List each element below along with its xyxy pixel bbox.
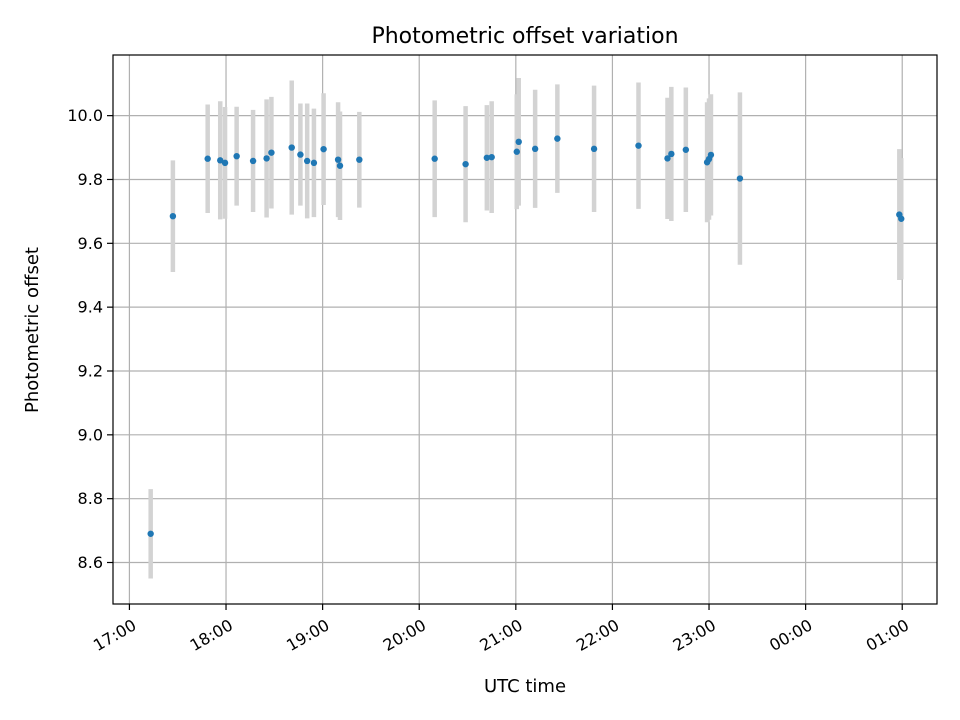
data-point bbox=[268, 149, 275, 156]
chart-title: Photometric offset variation bbox=[371, 24, 678, 49]
data-point bbox=[513, 148, 520, 155]
data-point bbox=[515, 138, 522, 146]
y-tick-label: 9.8 bbox=[78, 170, 103, 189]
data-point bbox=[531, 145, 539, 153]
plot-frame bbox=[112, 54, 938, 605]
data-point bbox=[682, 146, 690, 153]
data-point bbox=[147, 530, 154, 537]
data-point bbox=[263, 155, 270, 162]
y-tick-label: 9.2 bbox=[78, 361, 103, 380]
data-point bbox=[707, 151, 715, 159]
data-point bbox=[664, 155, 671, 162]
y-tick-label: 9.4 bbox=[78, 298, 103, 317]
data-point bbox=[288, 144, 295, 151]
data-point bbox=[668, 150, 675, 158]
data-point bbox=[334, 156, 342, 163]
data-point bbox=[483, 154, 491, 161]
data-point bbox=[462, 160, 469, 168]
data-point bbox=[204, 155, 211, 162]
data-point bbox=[635, 142, 642, 149]
data-point bbox=[297, 151, 304, 158]
data-point bbox=[590, 145, 598, 153]
data-points bbox=[147, 135, 905, 537]
data-point bbox=[233, 152, 240, 160]
y-tick-label: 9.0 bbox=[78, 425, 103, 444]
y-tick-label: 10.0 bbox=[67, 106, 103, 125]
data-point bbox=[169, 212, 177, 220]
y-axis-label: Photometric offset bbox=[22, 247, 43, 413]
data-point bbox=[488, 153, 495, 161]
y-tick-label: 8.6 bbox=[78, 553, 103, 572]
data-point bbox=[336, 162, 344, 169]
y-tick-label: 8.8 bbox=[78, 489, 103, 508]
data-point bbox=[431, 155, 438, 162]
data-point bbox=[356, 156, 363, 163]
data-point bbox=[898, 215, 905, 222]
data-point bbox=[249, 157, 257, 165]
data-point bbox=[303, 157, 311, 165]
data-point bbox=[736, 175, 744, 182]
data-point bbox=[554, 135, 561, 142]
data-point bbox=[217, 157, 224, 164]
y-axis-ticks: 8.6 8.8 9.0 9.2 9.4 9.6 9.8 10.0 bbox=[67, 106, 113, 572]
data-point bbox=[320, 145, 327, 153]
data-point bbox=[310, 159, 318, 167]
y-tick-label: 9.6 bbox=[78, 234, 103, 253]
grid bbox=[113, 55, 937, 604]
x-axis-label: UTC time bbox=[484, 676, 566, 697]
data-point bbox=[221, 159, 229, 167]
